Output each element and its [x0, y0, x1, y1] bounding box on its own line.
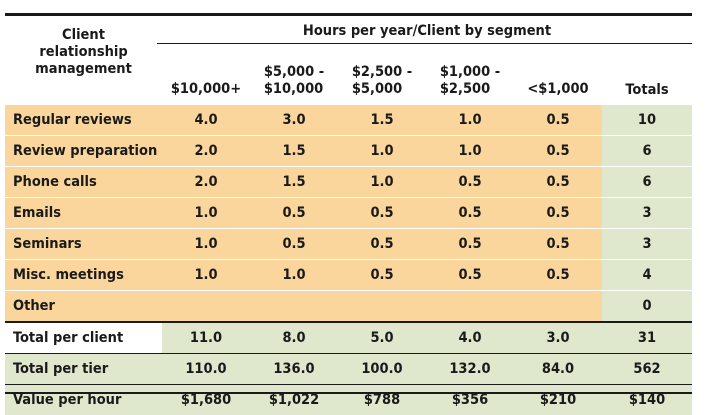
- table-row: Seminars 1.0 0.5 0.5 0.5 0.5 3: [5, 229, 692, 260]
- header-client-relationship-management: Client relationship management: [5, 13, 162, 105]
- row-label: Review preparation: [5, 136, 162, 167]
- table-cell: 132.0: [426, 354, 514, 385]
- row-label: Regular reviews: [5, 105, 162, 136]
- table-cell: 1.0: [162, 198, 250, 229]
- table-cell: 1.0: [250, 260, 338, 291]
- row-label: Value per hour: [5, 385, 162, 415]
- summary-row-total-per-tier: Total per tier 110.0 136.0 100.0 132.0 8…: [5, 354, 692, 385]
- table-cell: 1.5: [250, 167, 338, 198]
- table-cell: 1.5: [250, 136, 338, 167]
- table-cell: 5.0: [338, 322, 426, 354]
- summary-row-value-per-hour: Value per hour $1,680 $1,022 $788 $356 $…: [5, 385, 692, 415]
- table-cell: 0.5: [514, 136, 602, 167]
- row-label: Misc. meetings: [5, 260, 162, 291]
- table-cell: 4.0: [426, 322, 514, 354]
- top-rule-divider: [5, 13, 692, 16]
- row-total: 562: [602, 354, 692, 385]
- table-cell: 0.5: [250, 229, 338, 260]
- table-cell: 84.0: [514, 354, 602, 385]
- table-cell: 1.0: [338, 167, 426, 198]
- table-row: Emails 1.0 0.5 0.5 0.5 0.5 3: [5, 198, 692, 229]
- table-cell: 0.5: [426, 260, 514, 291]
- table-cell: 4.0: [162, 105, 250, 136]
- row-label: Seminars: [5, 229, 162, 260]
- header-segment: <$1,000: [514, 47, 602, 105]
- table-row: Regular reviews 4.0 3.0 1.5 1.0 0.5 10: [5, 105, 692, 136]
- table-row: Phone calls 2.0 1.5 1.0 0.5 0.5 6: [5, 167, 692, 198]
- table-cell: 1.0: [162, 260, 250, 291]
- table-cell: 0.5: [426, 167, 514, 198]
- table-cell: 2.0: [162, 167, 250, 198]
- header-segment: $5,000 -$10,000: [250, 47, 338, 105]
- table-cell: [162, 291, 250, 323]
- header-segment: $2,500 -$5,000: [338, 47, 426, 105]
- table-cell: $1,680: [162, 385, 250, 415]
- table-cell: 110.0: [162, 354, 250, 385]
- table-cell: 3.0: [250, 105, 338, 136]
- table-cell: $1,022: [250, 385, 338, 415]
- table-cell: 0.5: [338, 229, 426, 260]
- summary-row-total-per-client: Total per client 11.0 8.0 5.0 4.0 3.0 31: [5, 322, 692, 354]
- row-label: Other: [5, 291, 162, 323]
- group-header-divider: [157, 43, 692, 44]
- table-cell: 8.0: [250, 322, 338, 354]
- row-total: 6: [602, 167, 692, 198]
- table-cell: 1.5: [338, 105, 426, 136]
- row-total: 6: [602, 136, 692, 167]
- table-cell: [338, 291, 426, 323]
- header-totals: Totals: [602, 47, 692, 105]
- row-total: 0: [602, 291, 692, 323]
- table-cell: 136.0: [250, 354, 338, 385]
- table-cell: [426, 291, 514, 323]
- table-cell: 0.5: [514, 167, 602, 198]
- table-cell: 0.5: [426, 198, 514, 229]
- row-total: 3: [602, 229, 692, 260]
- table-row: Misc. meetings 1.0 1.0 0.5 0.5 0.5 4: [5, 260, 692, 291]
- table-cell: 0.5: [514, 229, 602, 260]
- row-total: 31: [602, 322, 692, 354]
- row-label: Total per tier: [5, 354, 162, 385]
- table-cell: 3.0: [514, 322, 602, 354]
- table-row: Review preparation 2.0 1.5 1.0 1.0 0.5 6: [5, 136, 692, 167]
- bottom-rule-divider: [5, 392, 692, 394]
- table-row: Other 0: [5, 291, 692, 323]
- row-label: Phone calls: [5, 167, 162, 198]
- table-cell: 0.5: [338, 198, 426, 229]
- table-cell: 0.5: [514, 260, 602, 291]
- table-cell: 0.5: [514, 105, 602, 136]
- row-total: $140: [602, 385, 692, 415]
- header-segment: $1,000 -$2,500: [426, 47, 514, 105]
- table-cell: 100.0: [338, 354, 426, 385]
- table-cell: 0.5: [426, 229, 514, 260]
- row-total: 10: [602, 105, 692, 136]
- header-hours-per-year-group: Hours per year/Client by segment: [162, 13, 692, 47]
- table-cell: 2.0: [162, 136, 250, 167]
- table-cell: 11.0: [162, 322, 250, 354]
- table-cell: 1.0: [426, 136, 514, 167]
- client-hours-table: Client relationship management Hours per…: [5, 13, 692, 415]
- header-segment: $10,000+: [162, 47, 250, 105]
- row-label: Total per client: [5, 322, 162, 354]
- table-cell: 0.5: [338, 260, 426, 291]
- table-cell: $356: [426, 385, 514, 415]
- row-label: Emails: [5, 198, 162, 229]
- table-cell: 0.5: [514, 198, 602, 229]
- table-cell: [514, 291, 602, 323]
- row-total: 3: [602, 198, 692, 229]
- table-cell: 1.0: [426, 105, 514, 136]
- table-cell: 0.5: [250, 198, 338, 229]
- table-cell: $210: [514, 385, 602, 415]
- table-cell: 1.0: [338, 136, 426, 167]
- row-total: 4: [602, 260, 692, 291]
- table-cell: 1.0: [162, 229, 250, 260]
- table-cell: [250, 291, 338, 323]
- table-cell: $788: [338, 385, 426, 415]
